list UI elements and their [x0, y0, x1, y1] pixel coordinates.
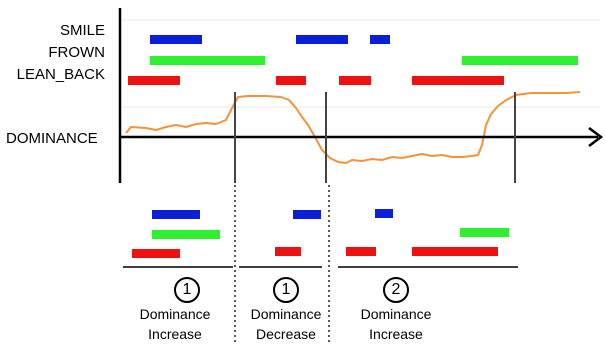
segment-label-line: Decrease — [256, 326, 316, 342]
lean-back-bar — [346, 247, 376, 256]
smile-bar — [296, 35, 348, 44]
lean-back-bar — [339, 76, 371, 85]
smile-bar — [150, 35, 202, 44]
segment-label: Dominance Decrease — [236, 304, 336, 344]
segment-label-line: Increase — [148, 326, 202, 342]
smile-bar — [375, 209, 393, 218]
frown-label: FROWN — [48, 44, 105, 61]
lean-back-bar — [128, 76, 180, 85]
lean-back-label: LEAN_BACK — [16, 66, 105, 83]
lean-back-bar — [412, 76, 504, 85]
segment-label: Dominance Increase — [125, 304, 225, 344]
segment-label-line: Increase — [369, 326, 423, 342]
smile-bar — [152, 210, 200, 219]
dominance-curve — [125, 91, 581, 164]
segment-label-line: Dominance — [139, 306, 211, 322]
frown-bar — [462, 56, 578, 65]
smile-bar — [370, 35, 390, 44]
frown-bar — [150, 56, 265, 65]
segment-label-line: Dominance — [360, 306, 432, 322]
frown-bar — [152, 230, 220, 239]
smile-label: SMILE — [59, 22, 105, 39]
segment-number-badge: 1 — [174, 277, 200, 303]
dominance-label: DOMINANCE — [6, 130, 98, 147]
segment-label: Dominance Increase — [346, 304, 446, 344]
axis-arrowhead — [588, 127, 604, 147]
segment-label-line: Dominance — [250, 306, 322, 322]
frown-bar — [460, 228, 509, 237]
lean-back-bar — [412, 247, 498, 256]
lean-back-bar — [276, 76, 306, 85]
lean-back-bar — [132, 249, 180, 258]
smile-bar — [293, 210, 321, 219]
lean-back-bar — [275, 247, 301, 256]
segment-number-badge: 2 — [383, 277, 409, 303]
segment-number-badge: 1 — [273, 277, 299, 303]
